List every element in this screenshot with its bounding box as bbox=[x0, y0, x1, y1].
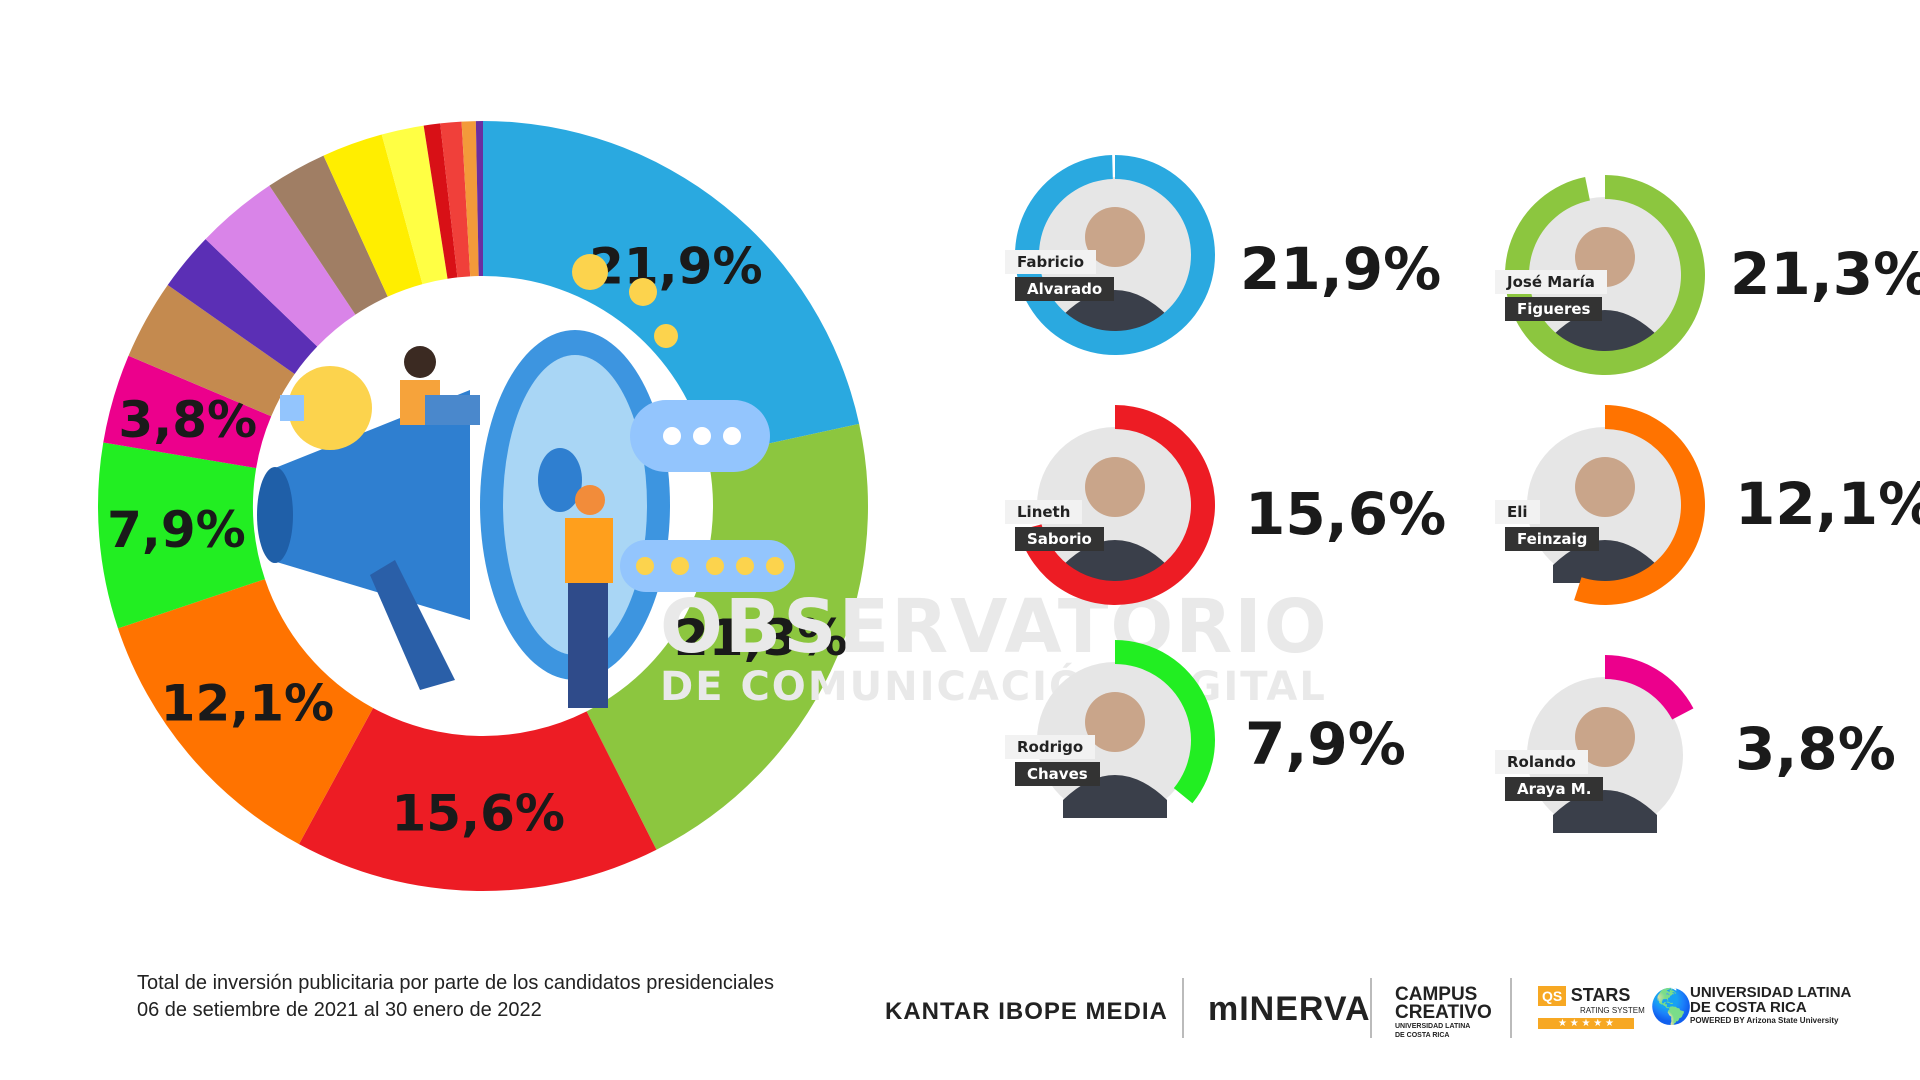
candidate-last-name: Araya M. bbox=[1505, 777, 1604, 801]
donut-chart: 21,9% 21,3% 15,6% 12,1% 7,9% 3,8% bbox=[98, 121, 868, 891]
donut-slice bbox=[298, 708, 657, 891]
watermark-line1: OBSERVATORIO bbox=[660, 584, 1329, 670]
candidate-last-name: Figueres bbox=[1505, 297, 1603, 321]
qs-stars-logo: QS STARS RATING SYSTEM ★ ★ ★ ★ ★ bbox=[1538, 985, 1645, 1029]
candidate-last-name: Saborio bbox=[1015, 527, 1104, 551]
footer-caption: Total de inversión publicitaria por part… bbox=[137, 970, 774, 1024]
slice-label: 7,9% bbox=[107, 501, 246, 559]
candidate-card bbox=[1005, 630, 1225, 850]
slice-label: 21,3% bbox=[674, 609, 847, 667]
donut-slice bbox=[103, 355, 272, 469]
campus-creativo-logo: CAMPUS CREATIVO UNIVERSIDAD LATINA DE CO… bbox=[1395, 984, 1492, 1039]
slice-label: 21,9% bbox=[589, 237, 762, 295]
donut-slice bbox=[475, 121, 483, 277]
watermark: OBSERVATORIO DE COMUNICACIÓN DIGITAL bbox=[660, 590, 1329, 710]
donut-slice bbox=[461, 121, 479, 277]
donut-slice bbox=[98, 442, 265, 629]
candidate-first-name: Lineth bbox=[1005, 500, 1083, 524]
candidate-arc bbox=[1115, 640, 1215, 804]
donut-slice bbox=[586, 423, 868, 850]
donut-slice bbox=[128, 285, 295, 417]
candidate-last-name: Alvarado bbox=[1015, 277, 1115, 301]
slice-label: 12,1% bbox=[161, 675, 334, 733]
watermark-line2: DE COMUNICACIÓN DIGITAL bbox=[660, 664, 1327, 710]
donut-slice bbox=[440, 121, 471, 278]
minerva-logo: mINERVA bbox=[1208, 990, 1371, 1028]
megaphone-illustration bbox=[257, 254, 795, 708]
slice-label: 3,8% bbox=[118, 391, 257, 449]
logo-separator bbox=[1510, 978, 1512, 1038]
ulatina-logo: 🌎 UNIVERSIDAD LATINA DE COSTA RICA POWER… bbox=[1650, 984, 1852, 1026]
candidate-first-name: Eli bbox=[1495, 500, 1540, 524]
candidate-card bbox=[1005, 395, 1225, 615]
donut-slice bbox=[483, 121, 860, 457]
logo-separator bbox=[1182, 978, 1184, 1038]
candidate-first-name: Rolando bbox=[1495, 750, 1588, 774]
donut-slice bbox=[117, 579, 374, 845]
candidate-arc bbox=[1605, 655, 1694, 720]
footer-line1: Total de inversión publicitaria por part… bbox=[137, 972, 775, 994]
donut-slice bbox=[269, 155, 388, 315]
donut-slice bbox=[205, 185, 356, 347]
footer-line2: 06 de setiembre de 2021 al 30 enero de 2… bbox=[137, 999, 542, 1021]
candidate-percentage: 7,9% bbox=[1245, 710, 1406, 778]
candidate-first-name: José María bbox=[1495, 270, 1607, 294]
donut-slice bbox=[323, 134, 423, 297]
logo-separator bbox=[1370, 978, 1372, 1038]
candidate-percentage: 21,3% bbox=[1730, 240, 1920, 308]
candidate-first-name: Rodrigo bbox=[1005, 735, 1096, 759]
globe-icon: 🌎 bbox=[1650, 988, 1693, 1026]
donut-slice bbox=[423, 123, 458, 279]
slice-label: 15,6% bbox=[392, 784, 565, 842]
donut-slice bbox=[381, 125, 448, 285]
candidate-percentage: 12,1% bbox=[1735, 470, 1920, 538]
kantar-logo: KANTAR IBOPE MEDIA bbox=[885, 998, 1168, 1025]
candidate-last-name: Feinzaig bbox=[1505, 527, 1600, 551]
candidate-percentage: 3,8% bbox=[1735, 715, 1896, 783]
candidate-percentage: 21,9% bbox=[1240, 235, 1442, 303]
donut-slice bbox=[167, 239, 318, 374]
candidate-last-name: Chaves bbox=[1015, 762, 1100, 786]
candidate-arc bbox=[1574, 405, 1705, 605]
candidate-percentage: 15,6% bbox=[1245, 480, 1447, 548]
candidate-first-name: Fabricio bbox=[1005, 250, 1097, 274]
